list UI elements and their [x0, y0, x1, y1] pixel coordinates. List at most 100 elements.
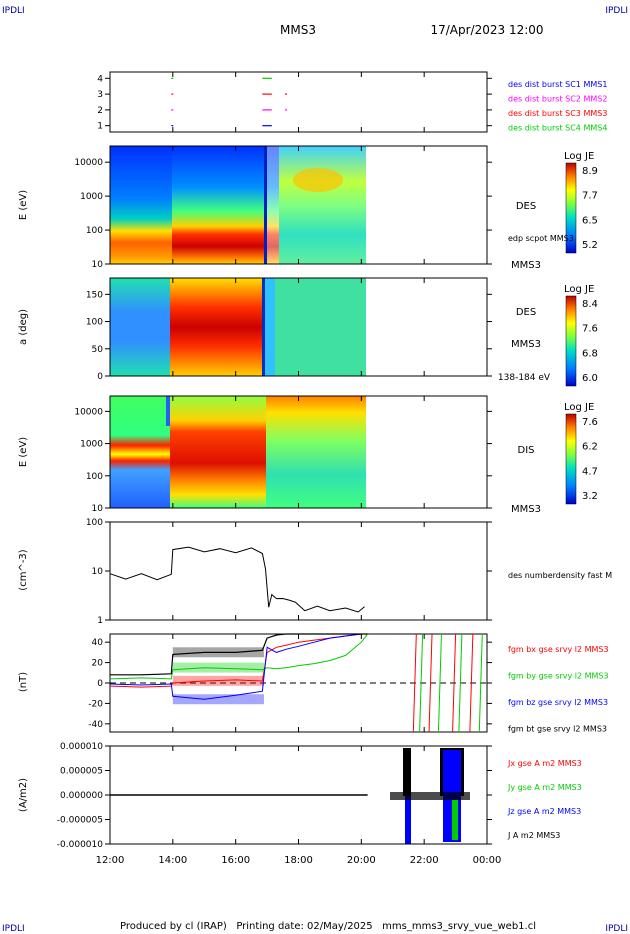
des-pitch-label: DES [516, 307, 536, 318]
magnetic-panel-ytick-label: 20 [92, 659, 104, 669]
des-energy-panel-colorbar-title: Log JE [564, 151, 594, 162]
burst-panel-ytick-label: 4 [97, 74, 103, 84]
current-panel-ytick-label: -0.000005 [57, 816, 103, 826]
magnetic-vertical-line [452, 633, 457, 733]
density-series-line [109, 546, 365, 613]
des-energy-panel-colorbar-tick: 7.7 [582, 191, 598, 202]
des-pitch-panel-ytick-label: 100 [86, 318, 103, 328]
corner-logo-left: IPDLI [2, 6, 25, 16]
dis-energy-panel-ytick-label: 10 [92, 504, 104, 514]
corner-logo-right: IPDLI [605, 6, 628, 16]
density-ylabel: (cm^-3) [18, 549, 29, 590]
dis-energy-panel-colorbar-tick: 3.2 [582, 491, 598, 502]
dis-energy-panel-ytick-label: 100 [86, 472, 103, 482]
des-energy-sublabel: edp scpot MMS3 [508, 234, 574, 243]
magnetic-series-by [109, 633, 368, 680]
magnetic-series-bz [109, 633, 368, 700]
burst-panel-legend-entry: des dist burst SC1 MMS1 [508, 80, 607, 89]
time-axis-tick-label: 00:00 [473, 855, 502, 866]
magnetic-panel-legend-entry: fgm bz gse srvy l2 MMS3 [508, 698, 608, 707]
magnetic-noise-band-bx [172, 675, 264, 686]
magnetic-vertical-line [458, 633, 463, 733]
des-energy-bottom-label: MMS3 [511, 260, 541, 271]
dis-energy-panel-ytick-label: 1000 [80, 440, 103, 450]
dis-energy-panel-colorbar-tick: 4.7 [582, 466, 598, 477]
density-panel-ytick-label: 10 [92, 567, 104, 577]
current-panel-ytick-label: 0.000010 [60, 742, 103, 752]
current-panel-legend-entry: J A m2 MMS3 [507, 831, 560, 840]
des-energy-panel-colorbar-tick: 6.5 [582, 215, 598, 226]
dis-energy-bottom-label: MMS3 [511, 504, 541, 515]
time-axis-tick-label: 22:00 [410, 855, 439, 866]
footer-text: Produced by cl (IRAP) Printing date: 02/… [120, 921, 536, 932]
des-energy-spectrogram [110, 146, 366, 264]
des-energy-panel-colorbar-tick: 8.9 [582, 166, 598, 177]
des-pitch-panel-ytick-label: 50 [92, 345, 104, 355]
des-energy-panel-ytick-label: 10000 [74, 158, 103, 168]
footer-logo-left: IPDLI [2, 924, 25, 934]
dis-energy-panel-colorbar-tick: 6.2 [582, 442, 598, 453]
des-pitch-panel-colorbar [565, 295, 577, 387]
des-pitch-panel-ytick-label: 150 [86, 290, 103, 300]
des-pitch-sublabel: MMS3 [511, 339, 541, 350]
magnetic-panel-legend-entry: fgm bt gse srvy l2 MMS3 [508, 725, 607, 734]
time-axis-tick-label: 18:00 [284, 855, 313, 866]
burst-panel-frame [109, 71, 488, 133]
des-pitch-panel-colorbar-title: Log JE [564, 284, 594, 295]
magnetic-noise-band-by [172, 662, 264, 673]
des-pitch-spectrogram [110, 278, 366, 376]
des-pitch-bottom-label: 138-184 eV [498, 373, 551, 383]
density-panel-ytick-label: 1 [97, 616, 103, 626]
time-axis-tick-label: 12:00 [96, 855, 125, 866]
magnetic-ylabel: (nT) [18, 672, 29, 692]
dis-energy-panel-ytick-label: 10000 [74, 407, 103, 417]
des-energy-panel-colorbar-tick: 5.2 [582, 240, 598, 251]
dis-energy-panel-colorbar-title: Log JE [564, 402, 594, 413]
dis-energy-label: DIS [518, 445, 535, 456]
des-pitch-panel-ytick-label: 0 [97, 372, 103, 382]
magnetic-noise-band-bt [172, 647, 264, 658]
current-panel-legend-entry: Jz gse A m2 MMS3 [507, 807, 581, 816]
des-pitch-ylabel: a (deg) [18, 309, 29, 345]
current-panel-legend-entry: Jx gse A m2 MMS3 [507, 759, 582, 768]
magnetic-vertical-line [419, 633, 424, 733]
current-panel-ytick-label: 0.000000 [60, 791, 103, 801]
magnetic-vertical-line [428, 633, 433, 733]
des-energy-label: DES [516, 201, 536, 212]
dis-energy-spectrogram [110, 396, 366, 508]
burst-panel-legend-entry: des dist burst SC3 MMS3 [508, 109, 607, 118]
magnetic-panel-ytick-label: 40 [92, 638, 104, 648]
des-pitch-panel-colorbar-tick: 8.4 [582, 299, 598, 310]
magnetic-vertical-line [478, 633, 483, 733]
des-energy-panel-colorbar [565, 162, 577, 254]
magnetic-vertical-line [412, 633, 417, 733]
panel-labels: E (eV) DES edp scpot MMS3 MMS3 a (deg) D… [18, 190, 574, 812]
magnetic-panel-legend-entry: fgm bx gse srvy l2 MMS3 [508, 645, 609, 654]
dynamic-marks: 1 2 3 4 des dist burst SC1 MMS1 des dist burs… [57, 71, 612, 866]
dis-energy-panel-colorbar-tick: 7.6 [582, 417, 598, 428]
time-axis-tick-label: 14:00 [158, 855, 187, 866]
density-panel-legend-entry: des numberdensity fast M [508, 571, 612, 580]
time-axis-tick-label: 20:00 [347, 855, 376, 866]
dis-energy-ylabel: E (eV) [18, 437, 29, 467]
burst-panel-ytick-label: 3 [97, 90, 103, 100]
mission-title: MMS3 [280, 23, 316, 37]
time-axis-tick-label: 16:00 [221, 855, 250, 866]
current-panel-legend-entry: Jy gse A m2 MMS3 [507, 783, 582, 792]
magnetic-vertical-line [469, 633, 474, 733]
current-spikes [390, 748, 470, 844]
des-energy-ylabel: E (eV) [18, 190, 29, 220]
des-energy-panel-ytick-label: 1000 [80, 192, 103, 202]
burst-panel-legend-entry: des dist burst SC2 MMS2 [508, 95, 607, 104]
burst-panel-ytick-label: 2 [97, 106, 103, 116]
des-energy-panel-ytick-label: 10 [92, 260, 104, 270]
dis-energy-panel-colorbar [565, 413, 577, 505]
footer-logo-right: IPDLI [605, 924, 628, 934]
burst-panel-legend-entry: des dist burst SC4 MMS4 [508, 124, 607, 133]
des-pitch-panel-colorbar-tick: 7.6 [582, 324, 598, 335]
des-pitch-panel-colorbar-tick: 6.0 [582, 373, 598, 384]
datetime-title: 17/Apr/2023 12:00 [430, 23, 543, 37]
magnetic-panel-legend-entry: fgm by gse srvy l2 MMS3 [508, 672, 609, 681]
burst-panel-ytick-label: 1 [97, 122, 103, 132]
des-pitch-panel-colorbar-tick: 6.8 [582, 348, 598, 359]
